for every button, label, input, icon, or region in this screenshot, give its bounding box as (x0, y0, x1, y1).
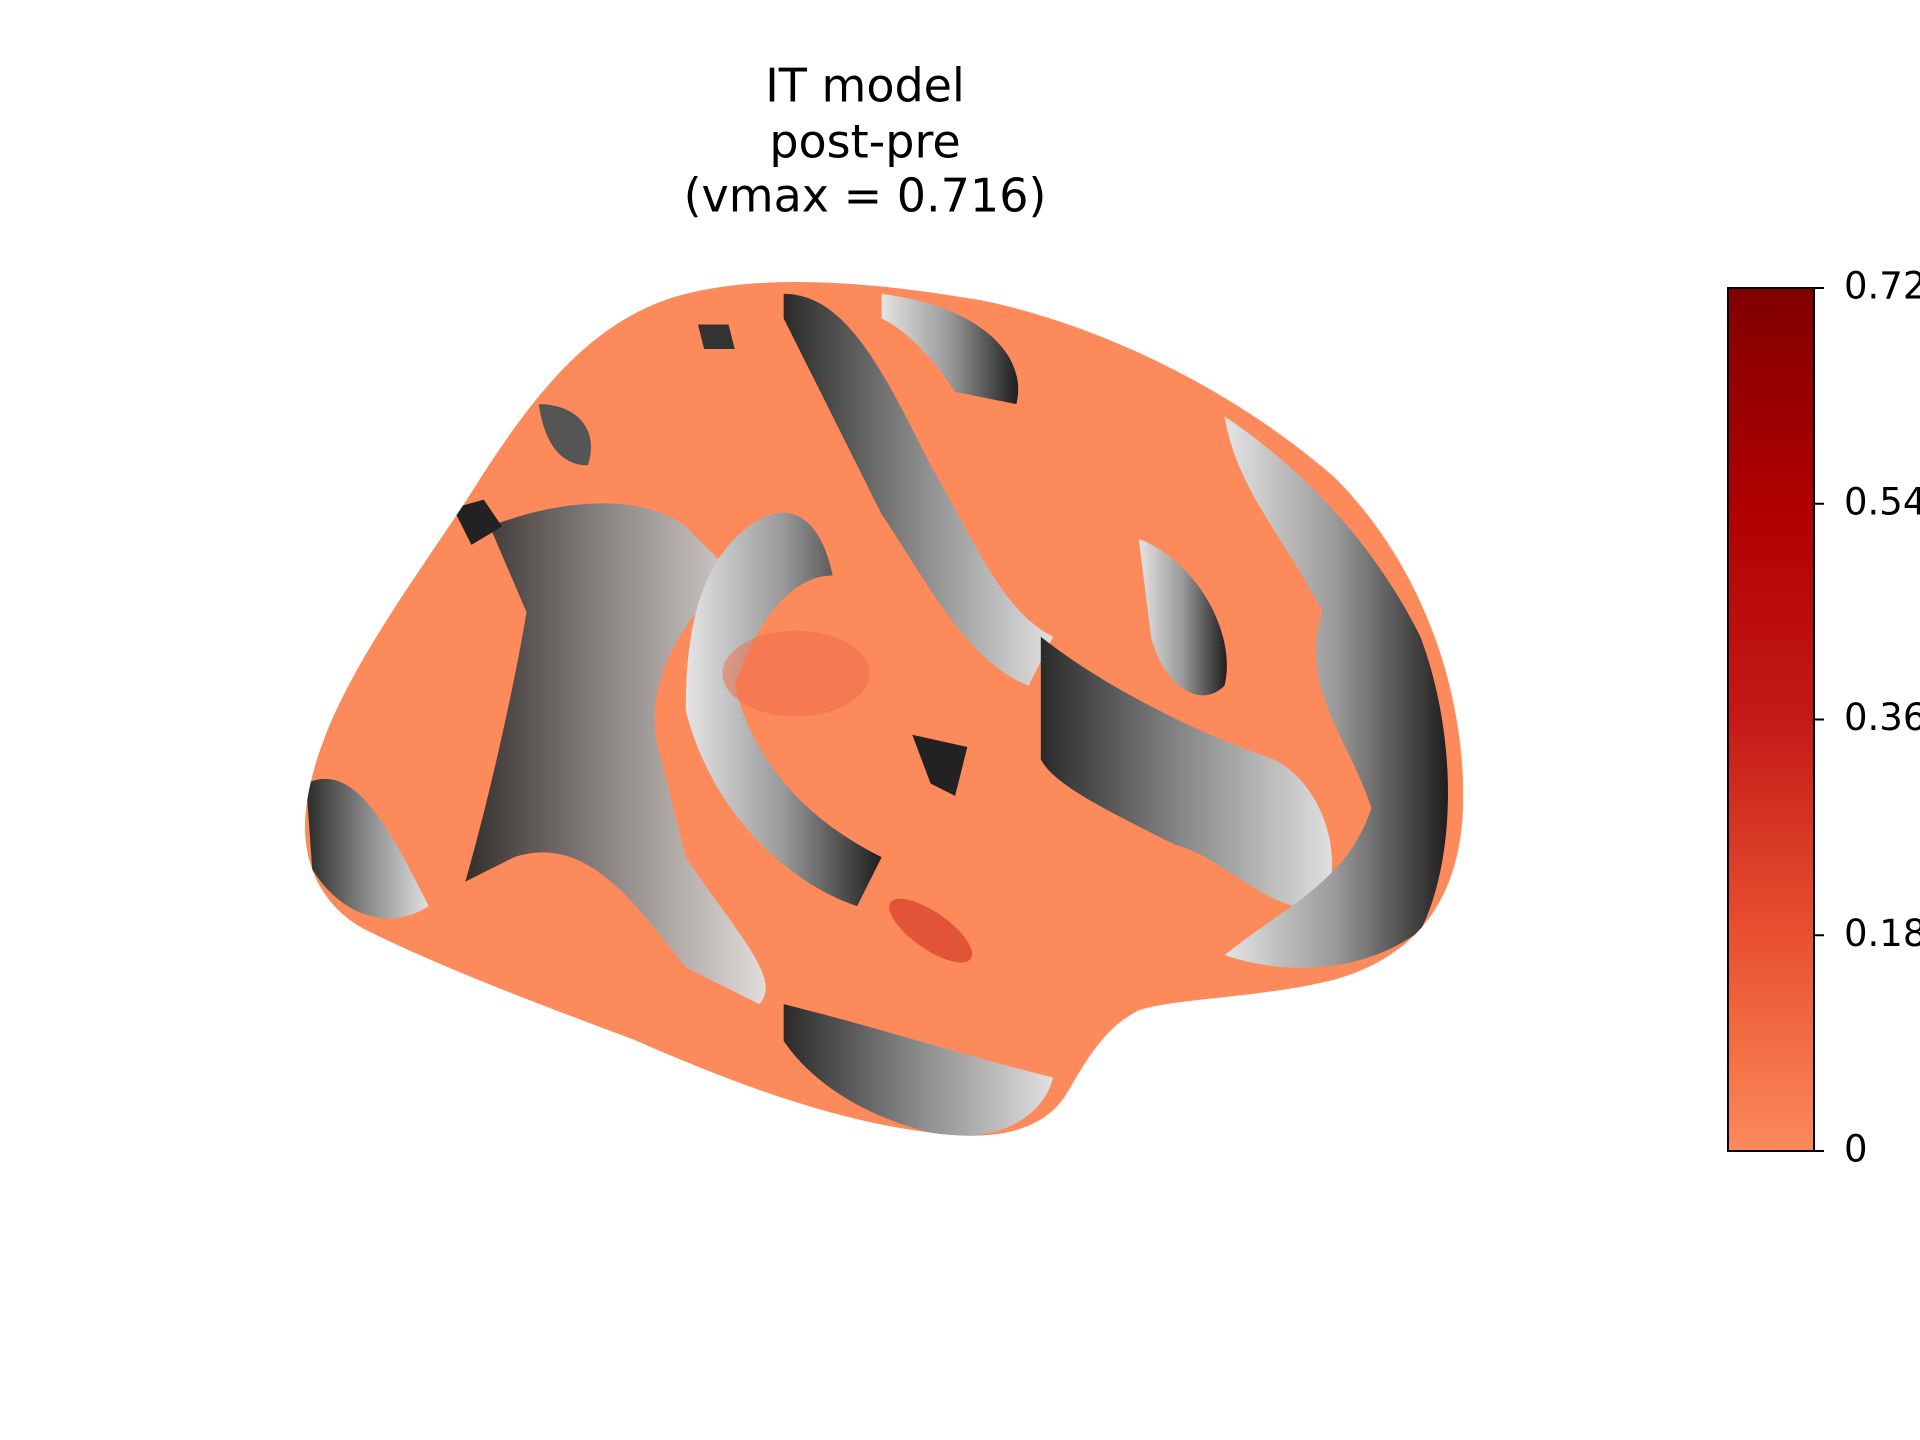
title: IT model post-pre (vmax = 0.716) (684, 59, 1047, 223)
colorbar-tick-label: 0 (1844, 1128, 1868, 1171)
title-line: IT model (765, 59, 965, 113)
colorbar (1727, 287, 1815, 1152)
colorbar-tick-label: 0.54 (1844, 480, 1920, 523)
colorbar-tick-label: 0.18 (1844, 912, 1920, 955)
brain-surface (304, 282, 1464, 1136)
colorbar-tick-label: 0.72 (1844, 265, 1920, 308)
title-line: (vmax = 0.716) (684, 169, 1047, 223)
title-line: post-pre (769, 115, 960, 169)
colorbar-tick-label: 0.36 (1844, 696, 1920, 739)
